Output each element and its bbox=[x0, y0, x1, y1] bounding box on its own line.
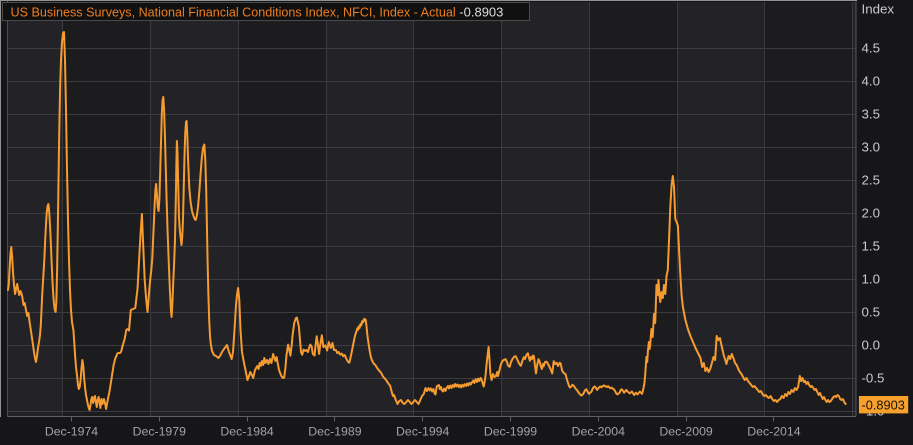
svg-text:3.0: 3.0 bbox=[862, 140, 881, 155]
svg-text:Index: Index bbox=[862, 2, 895, 17]
svg-text:Dec-2004: Dec-2004 bbox=[572, 425, 625, 439]
svg-text:2.5: 2.5 bbox=[862, 173, 881, 188]
svg-text:4.0: 4.0 bbox=[862, 74, 881, 89]
svg-text:2.0: 2.0 bbox=[862, 206, 881, 221]
svg-text:Dec-1974: Dec-1974 bbox=[45, 425, 98, 439]
svg-text:3.5: 3.5 bbox=[862, 107, 881, 122]
svg-text:Dec-1984: Dec-1984 bbox=[220, 425, 273, 439]
svg-text:4.5: 4.5 bbox=[862, 41, 881, 56]
svg-text:Dec-1989: Dec-1989 bbox=[308, 425, 361, 439]
svg-text:Dec-1999: Dec-1999 bbox=[484, 425, 537, 439]
svg-text:1.5: 1.5 bbox=[862, 239, 881, 254]
svg-text:Dec-2009: Dec-2009 bbox=[659, 425, 712, 439]
svg-text:US Business Surveys, National: US Business Surveys, National Financial … bbox=[11, 5, 504, 20]
svg-text:Dec-1994: Dec-1994 bbox=[396, 425, 449, 439]
svg-text:1.0: 1.0 bbox=[862, 272, 881, 287]
svg-text:0.5: 0.5 bbox=[862, 305, 881, 320]
svg-text:Dec-2014: Dec-2014 bbox=[747, 425, 800, 439]
svg-text:-0.5: -0.5 bbox=[862, 371, 885, 386]
svg-text:Dec-1979: Dec-1979 bbox=[133, 425, 186, 439]
svg-text:0.0: 0.0 bbox=[862, 338, 881, 353]
svg-text:-0.8903: -0.8903 bbox=[862, 398, 905, 413]
